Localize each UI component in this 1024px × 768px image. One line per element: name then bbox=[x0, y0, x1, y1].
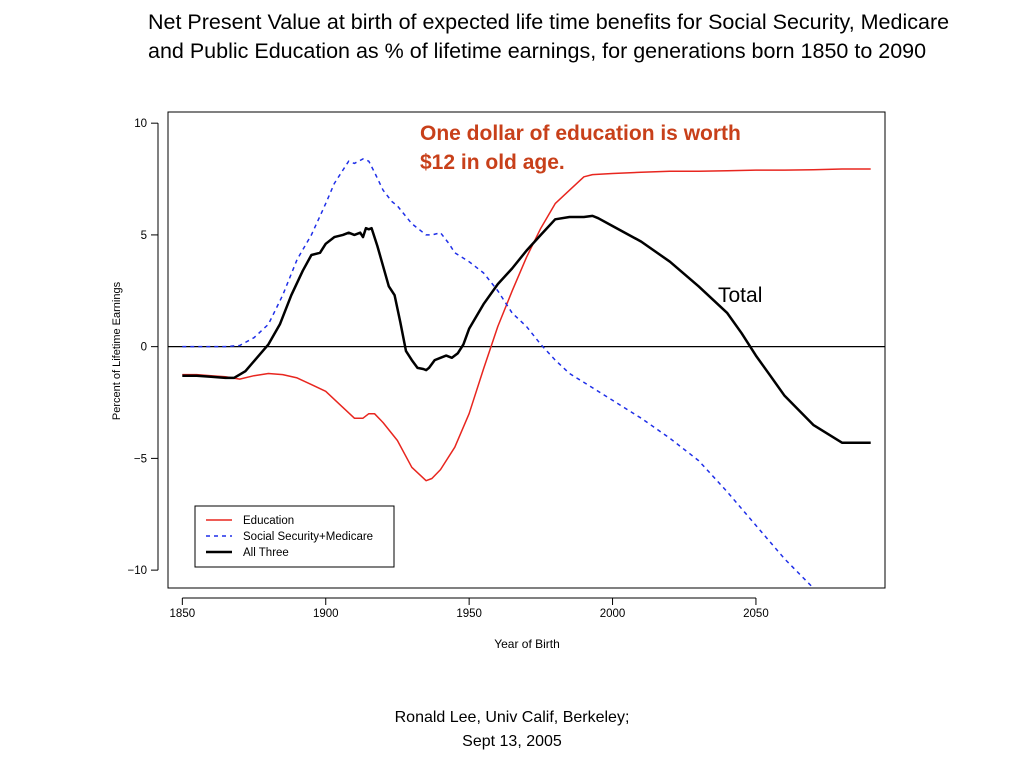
legend-label-social-security: Social Security+Medicare bbox=[243, 531, 373, 543]
x-tick-label: 2050 bbox=[743, 608, 769, 620]
y-tick-label: 5 bbox=[141, 230, 147, 242]
annotation-education: One dollar of education is worth $12 in … bbox=[420, 122, 747, 174]
x-tick-label: 2000 bbox=[600, 608, 626, 620]
all-three-line bbox=[182, 214, 871, 444]
y-tick-label: −5 bbox=[134, 453, 147, 465]
legend-label-education: Education bbox=[243, 515, 294, 527]
x-tick-label: 1900 bbox=[313, 608, 339, 620]
x-tick-label: 1850 bbox=[170, 608, 196, 620]
annotation-line-2: $12 in old age. bbox=[420, 151, 565, 174]
education-line bbox=[182, 168, 871, 482]
credit: Ronald Lee, Univ Calif, Berkeley; Sept 1… bbox=[300, 706, 724, 754]
annotation-total: Total bbox=[718, 284, 762, 307]
social-security-line bbox=[182, 158, 815, 588]
plot-frame bbox=[167, 111, 886, 589]
x-tick-label: 1950 bbox=[456, 608, 482, 620]
credit-date: Sept 13, 2005 bbox=[462, 733, 562, 750]
y-axis-label: Percent of Lifetime Earnings bbox=[111, 281, 123, 420]
y-tick-label: 0 bbox=[141, 342, 147, 354]
y-tick-label: 10 bbox=[134, 118, 147, 130]
legend-box bbox=[194, 505, 395, 568]
annotation-line-1: One dollar of education is worth bbox=[420, 122, 741, 145]
legend: Education Social Security+Medicare All T… bbox=[194, 505, 395, 568]
legend-label-all-three: All Three bbox=[243, 547, 289, 559]
x-axis-label: Year of Birth bbox=[494, 637, 560, 651]
credit-author: Ronald Lee, Univ Calif, Berkeley; bbox=[394, 709, 630, 726]
slide-title: Net Present Value at birth of expected l… bbox=[148, 10, 950, 63]
y-tick-label: −10 bbox=[127, 565, 147, 577]
